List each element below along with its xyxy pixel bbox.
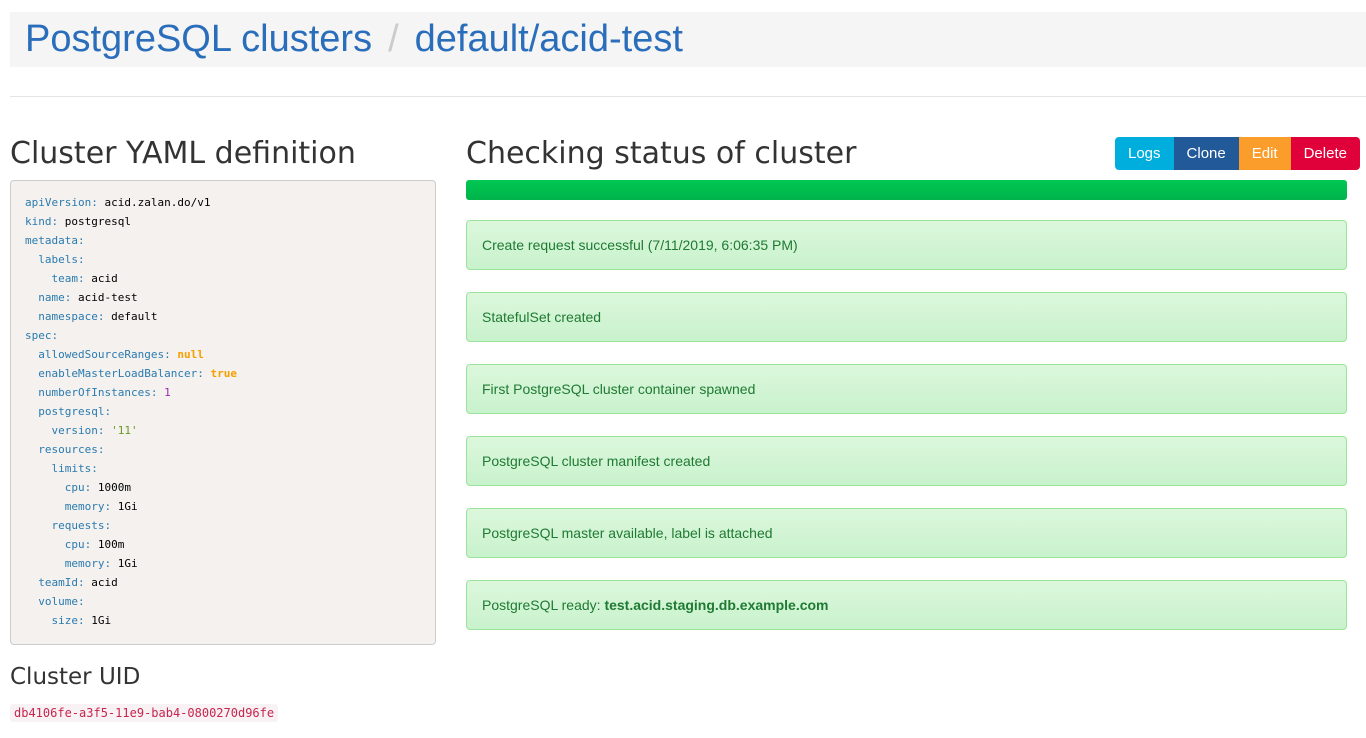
yaml-line: apiVersion: acid.zalan.do/v1 xyxy=(25,196,211,209)
yaml-value: acid xyxy=(91,272,118,285)
yaml-line: name: acid-test xyxy=(38,291,138,304)
cluster-hostname: test.acid.staging.db.example.com xyxy=(604,597,829,613)
yaml-value: 1 xyxy=(164,386,171,399)
yaml-value: acid xyxy=(91,576,118,589)
yaml-key: requests xyxy=(51,519,105,532)
yaml-key: limits xyxy=(51,462,92,475)
yaml-value: postgresql xyxy=(64,215,131,228)
yaml-key: labels xyxy=(38,253,78,266)
divider xyxy=(10,96,1366,97)
action-buttons: Logs Clone Edit Delete xyxy=(1115,137,1360,170)
yaml-key: teamId xyxy=(38,576,78,589)
yaml-line: cpu: 1000m xyxy=(64,481,131,494)
yaml-value: 1000m xyxy=(97,481,131,494)
yaml-key: volume xyxy=(38,595,78,608)
status-message: PostgreSQL master available, label is at… xyxy=(466,508,1347,558)
yaml-line: spec: xyxy=(25,329,59,342)
yaml-key: cpu xyxy=(64,481,85,494)
yaml-line: memory: 1Gi xyxy=(64,500,138,513)
yaml-line: memory: 1Gi xyxy=(64,557,138,570)
status-message-text: Create request successful (7/11/2019, 6:… xyxy=(482,237,798,253)
yaml-key: apiVersion xyxy=(25,196,92,209)
yaml-value: '11' xyxy=(111,424,138,437)
yaml-line: namespace: default xyxy=(38,310,158,323)
status-message: StatefulSet created xyxy=(466,292,1347,342)
yaml-value: 1Gi xyxy=(117,557,138,570)
cluster-uid: db4106fe-a3f5-11e9-bab4-0800270d96fe xyxy=(10,704,279,722)
yaml-key: size xyxy=(51,614,79,627)
status-message-text: First PostgreSQL cluster container spawn… xyxy=(482,381,756,397)
status-message: PostgreSQL cluster manifest created xyxy=(466,436,1347,486)
yaml-key: memory xyxy=(64,557,105,570)
yaml-line: teamId: acid xyxy=(38,576,118,589)
yaml-key: postgresql xyxy=(38,405,105,418)
yaml-key: cpu xyxy=(64,538,85,551)
breadcrumb-separator: / xyxy=(388,18,399,60)
yaml-line: kind: postgresql xyxy=(25,215,131,228)
yaml-line: resources: xyxy=(38,443,105,456)
yaml-line: allowedSourceRanges: null xyxy=(38,348,204,361)
clone-button[interactable]: Clone xyxy=(1173,137,1239,170)
yaml-value: acid-test xyxy=(78,291,138,304)
breadcrumb: PostgreSQL clusters / default/acid-test xyxy=(10,12,1366,67)
status-message-text: PostgreSQL ready: xyxy=(482,597,605,613)
yaml-line: enableMasterLoadBalancer: true xyxy=(38,367,237,380)
yaml-key: namespace xyxy=(38,310,98,323)
yaml-value: 1Gi xyxy=(117,500,138,513)
breadcrumb-root-link[interactable]: PostgreSQL clusters xyxy=(25,18,373,60)
yaml-line: version: '11' xyxy=(51,424,138,437)
status-message-text: PostgreSQL master available, label is at… xyxy=(482,525,773,541)
yaml-value: true xyxy=(210,367,237,380)
delete-button[interactable]: Delete xyxy=(1290,137,1360,170)
yaml-key: version xyxy=(51,424,98,437)
breadcrumb-current: default/acid-test xyxy=(414,18,683,60)
yaml-key: resources xyxy=(38,443,98,456)
status-message: First PostgreSQL cluster container spawn… xyxy=(466,364,1347,414)
yaml-line: requests: xyxy=(51,519,112,532)
yaml-value: 1Gi xyxy=(91,614,112,627)
yaml-line: numberOfInstances: 1 xyxy=(38,386,171,399)
yaml-line: limits: xyxy=(51,462,98,475)
yaml-key: memory xyxy=(64,500,105,513)
status-message-text: PostgreSQL cluster manifest created xyxy=(482,453,711,469)
edit-button[interactable]: Edit xyxy=(1238,137,1291,170)
yaml-key: spec xyxy=(25,329,52,342)
yaml-line: volume: xyxy=(38,595,85,608)
yaml-key: kind xyxy=(25,215,52,228)
yaml-key: numberOfInstances xyxy=(38,386,151,399)
yaml-line: cpu: 100m xyxy=(64,538,125,551)
yaml-value: 100m xyxy=(97,538,125,551)
yaml-value: null xyxy=(177,348,204,361)
yaml-line: postgresql: xyxy=(38,405,112,418)
uid-title: Cluster UID xyxy=(10,664,141,690)
yaml-key: metadata xyxy=(25,234,78,247)
yaml-key: allowedSourceRanges xyxy=(38,348,165,361)
yaml-line: metadata: xyxy=(25,234,85,247)
yaml-value: acid.zalan.do/v1 xyxy=(104,196,211,209)
yaml-key: team xyxy=(51,272,79,285)
yaml-definition: apiVersion: acid.zalan.do/v1 kind: postgr… xyxy=(10,180,436,645)
status-title: Checking status of cluster xyxy=(466,136,857,171)
yaml-value: default xyxy=(111,310,158,323)
yaml-key: enableMasterLoadBalancer xyxy=(38,367,198,380)
yaml-line: size: 1Gi xyxy=(51,614,112,627)
status-message-text: StatefulSet created xyxy=(482,309,602,325)
yaml-key: name xyxy=(38,291,65,304)
progress-bar xyxy=(466,180,1347,200)
logs-button[interactable]: Logs xyxy=(1115,137,1174,170)
yaml-line: team: acid xyxy=(51,272,118,285)
status-message: PostgreSQL ready: test.acid.staging.db.e… xyxy=(466,580,1347,630)
yaml-line: labels: xyxy=(38,253,85,266)
status-message: Create request successful (7/11/2019, 6:… xyxy=(466,220,1347,270)
yaml-title: Cluster YAML definition xyxy=(10,136,356,171)
